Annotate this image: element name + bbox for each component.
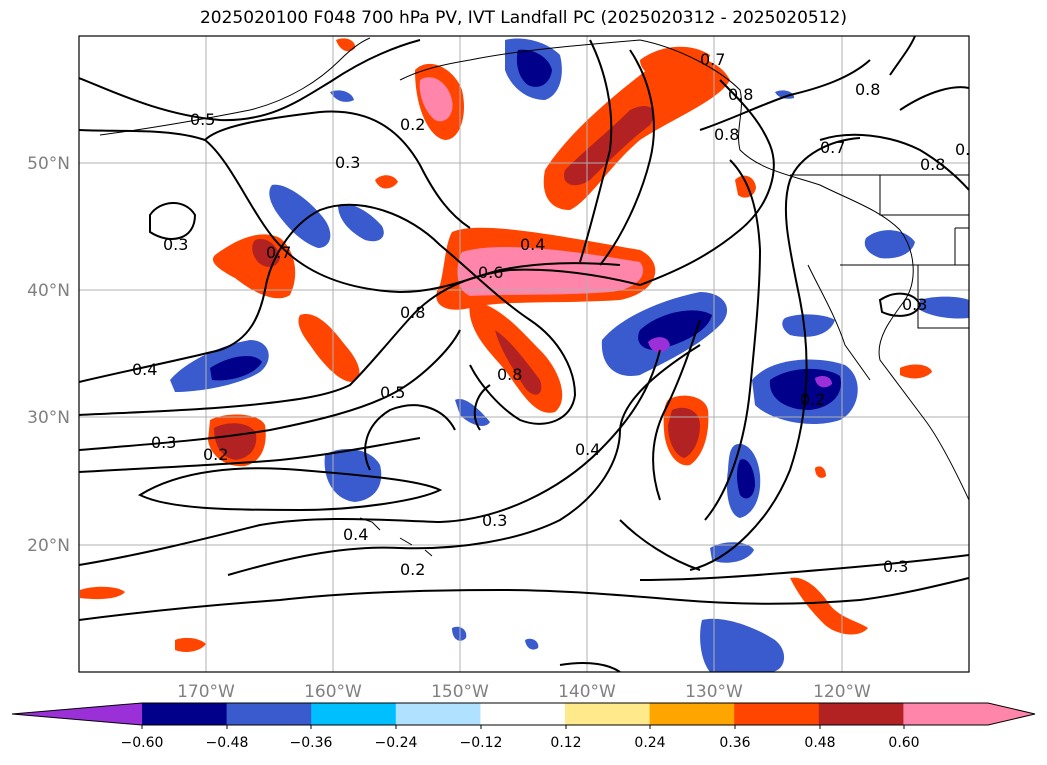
longitude-labels: 170°W 160°W 150°W 140°W 130°W 120°W (177, 682, 871, 702)
colorbar-segment (226, 703, 312, 725)
colorbar-tick-label: 0.24 (634, 735, 665, 751)
contour-label: 0.5 (380, 383, 405, 402)
lat-label-20n: 20°N (27, 536, 70, 556)
colorbar-segment (311, 703, 397, 725)
contour-label: 0.4 (343, 525, 368, 544)
contour-label: 0.7 (266, 243, 291, 262)
pv-contours (79, 36, 969, 672)
contour-label: 0.2 (800, 390, 825, 409)
lat-label-30n: 30°N (27, 408, 70, 428)
contour-label: 0.7 (700, 50, 725, 69)
colorbar-segment (480, 703, 566, 725)
contour-label: 0.8 (497, 365, 522, 384)
colorbar-extend-high (988, 703, 1035, 725)
coastlines (99, 37, 969, 557)
latitude-labels: 50°N 40°N 30°N 20°N (27, 154, 70, 556)
colorbar-segment (734, 703, 820, 725)
colorbar-segment (142, 703, 228, 725)
colorbar: −0.60 −0.48 −0.36 −0.24 −0.12 0.12 0.24 0.36 0.4… (11, 702, 1036, 751)
contour-label: 0.3 (955, 140, 980, 159)
contour-label: 0.8 (855, 80, 880, 99)
contour-label: 0.4 (520, 235, 545, 254)
contour-label: 0.2 (400, 560, 425, 579)
contour-label: 0.4 (575, 440, 600, 459)
colorbar-tick-label: −0.60 (121, 735, 164, 751)
contour-label: 0.3 (482, 511, 507, 530)
map-title: 2025020100 F048 700 hPa PV, IVT Landfall… (199, 8, 847, 28)
filled-anomalies (80, 38, 969, 672)
contour-label: 0.5 (190, 110, 215, 129)
colorbar-tick-label: 0.12 (550, 735, 581, 751)
colorbar-segment (903, 703, 989, 725)
contour-label: 0.8 (728, 85, 753, 104)
contour-label: 0.7 (820, 138, 845, 157)
contour-label: 0.6 (478, 263, 503, 282)
lon-label-150w: 150°W (431, 682, 489, 702)
contour-label: 0.8 (920, 155, 945, 174)
colorbar-segment (395, 703, 481, 725)
contour-label: 0.3 (151, 433, 176, 452)
lon-label-130w: 130°W (685, 682, 743, 702)
lon-label-140w: 140°W (558, 682, 616, 702)
colorbar-tick-label: −0.12 (460, 735, 503, 751)
colorbar-segment (649, 703, 735, 725)
contour-label: 0.8 (714, 125, 739, 144)
map-frame (78, 35, 970, 673)
contour-label: 0.4 (132, 360, 157, 379)
lon-label-160w: 160°W (304, 682, 362, 702)
contour-label: 0.2 (203, 445, 228, 464)
colorbar-tick-label: 0.36 (719, 735, 750, 751)
colorbar-tick-label: 0.60 (888, 735, 919, 751)
colorbar-segment (565, 703, 651, 725)
contour-label: 0.3 (163, 235, 188, 254)
contour-label: 0.3 (335, 153, 360, 172)
lon-label-120w: 120°W (813, 682, 871, 702)
lat-label-50n: 50°N (27, 154, 70, 174)
colorbar-tick-label: −0.24 (375, 735, 418, 751)
colorbar-tick-label: −0.36 (290, 735, 333, 751)
contour-label: 0.2 (400, 115, 425, 134)
lon-label-170w: 170°W (177, 682, 235, 702)
colorbar-tick-label: 0.48 (804, 735, 835, 751)
colorbar-segment (818, 703, 904, 725)
contour-label: 0.3 (883, 557, 908, 576)
contour-label: 0.3 (902, 295, 927, 314)
colorbar-extend-low (12, 703, 142, 725)
contour-label: 0.8 (400, 303, 425, 322)
colorbar-tick-label: −0.48 (206, 735, 249, 751)
lat-label-40n: 40°N (27, 281, 70, 301)
contour-labels: 0.5 0.2 0.3 0.7 0.8 0.3 0.7 0.4 0.6 0.8 … (132, 50, 980, 579)
